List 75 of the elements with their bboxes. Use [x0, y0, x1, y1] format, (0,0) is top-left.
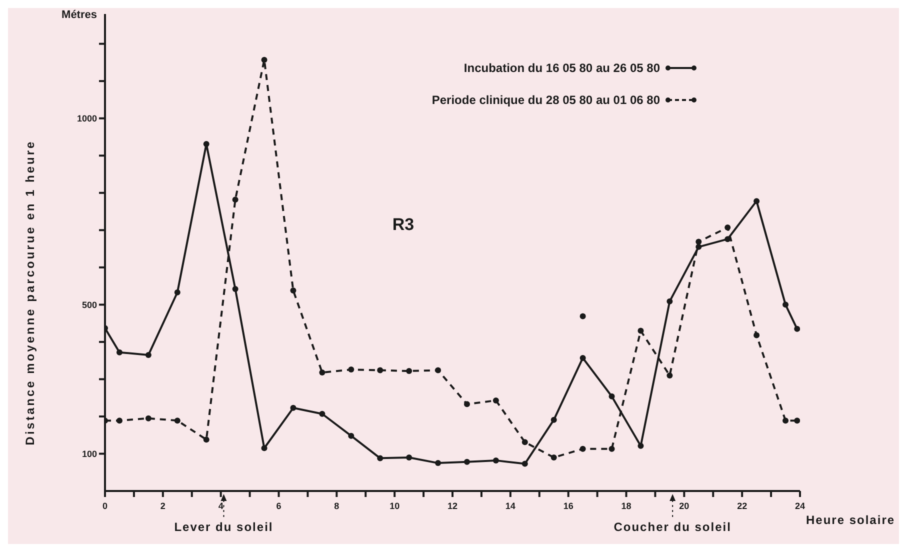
- point: [550, 454, 557, 460]
- point: [754, 198, 760, 204]
- x-tick-label: 22: [737, 501, 748, 511]
- y-tick-label: 500: [82, 300, 97, 310]
- point: [232, 286, 238, 292]
- point: [116, 418, 122, 424]
- point: [492, 397, 499, 404]
- ref-line-label: Coucher du soleil: [614, 520, 732, 534]
- point: [290, 404, 296, 411]
- x-tick-label: 14: [505, 501, 516, 511]
- y-tick-label: 100: [82, 448, 97, 459]
- point: [580, 354, 586, 361]
- x-axis-title: Heure solaire: [806, 513, 896, 527]
- point: [145, 415, 152, 422]
- point: [522, 439, 528, 446]
- point: [608, 446, 615, 452]
- y-axis-title: Distance moyenne parcourue en 1 heure: [23, 140, 37, 446]
- point: [666, 298, 673, 304]
- x-tick-label: 0: [102, 501, 108, 511]
- x-tick-label: 16: [563, 501, 574, 511]
- point: [377, 367, 384, 374]
- point: [174, 289, 180, 296]
- point: [261, 56, 268, 63]
- point: [754, 332, 760, 338]
- point: [794, 418, 800, 424]
- x-tick-label: 24: [794, 501, 806, 511]
- text: Métres: [62, 9, 97, 21]
- point: [348, 366, 354, 373]
- x-tick-label: 6: [276, 501, 282, 511]
- point: [377, 455, 384, 462]
- x-tick-label: 12: [447, 501, 458, 511]
- point: [666, 372, 673, 378]
- x-tick-label: 20: [679, 501, 690, 511]
- point: [435, 460, 442, 466]
- point: [116, 349, 122, 356]
- point: [203, 141, 210, 148]
- point: [580, 446, 586, 452]
- annotation: R3: [392, 215, 414, 234]
- point: [724, 236, 731, 242]
- point: [580, 313, 586, 320]
- point: [203, 436, 210, 443]
- y-tick-label: 1000: [76, 114, 97, 124]
- point: [696, 238, 702, 245]
- point: [290, 288, 296, 294]
- x-tick-label: 2: [160, 501, 166, 511]
- point: [550, 416, 557, 423]
- point: [522, 460, 528, 467]
- point: [724, 224, 731, 231]
- point: [794, 326, 800, 332]
- legend-label: Incubation du 16 05 80 au 26 05 80: [464, 61, 660, 75]
- x-tick-label: 8: [334, 501, 340, 511]
- point: [174, 418, 180, 424]
- point: [232, 196, 238, 203]
- point: [638, 442, 644, 449]
- point: [782, 302, 789, 308]
- point: [608, 393, 615, 400]
- point: [319, 410, 326, 417]
- point: [435, 367, 442, 374]
- point: [492, 457, 499, 464]
- legend-label: Periode clinique du 28 05 80 au 01 06 80: [432, 93, 660, 107]
- point: [145, 352, 152, 358]
- x-tick-label: 10: [390, 501, 400, 511]
- point: [406, 368, 412, 374]
- point: [464, 401, 470, 408]
- point: [696, 244, 702, 250]
- point: [782, 418, 789, 424]
- point: [464, 458, 470, 465]
- point: [319, 369, 326, 376]
- x-tick-label: 18: [621, 501, 632, 511]
- point: [348, 432, 354, 439]
- ref-line-label: Lever du soleil: [174, 520, 274, 534]
- x-tick-label: 4: [218, 501, 224, 511]
- point: [406, 454, 412, 460]
- point: [638, 328, 644, 334]
- point: [261, 445, 268, 452]
